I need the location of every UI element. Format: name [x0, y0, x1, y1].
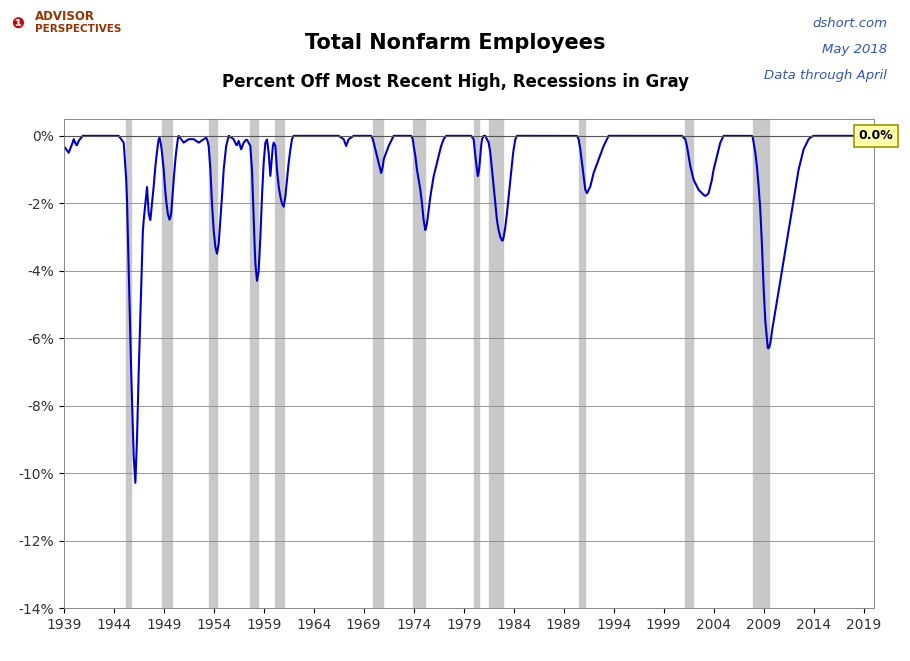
Text: Percent Off Most Recent High, Recessions in Gray: Percent Off Most Recent High, Recessions… — [221, 73, 689, 91]
Text: ADVISOR: ADVISOR — [35, 10, 95, 23]
Text: Total Nonfarm Employees: Total Nonfarm Employees — [305, 33, 605, 53]
Text: May 2018: May 2018 — [822, 43, 887, 56]
Bar — [208, 119, 217, 608]
Bar — [473, 119, 479, 608]
Bar — [276, 119, 284, 608]
Bar — [579, 119, 585, 608]
Bar — [413, 119, 425, 608]
Bar — [162, 119, 172, 608]
Text: 0.0%: 0.0% — [859, 130, 894, 142]
Bar — [753, 119, 769, 608]
Bar — [489, 119, 503, 608]
Text: PERSPECTIVES: PERSPECTIVES — [35, 24, 121, 34]
Text: Data through April: Data through April — [764, 69, 887, 83]
Bar — [373, 119, 383, 608]
Bar — [250, 119, 258, 608]
Text: ❶: ❶ — [11, 17, 24, 32]
Text: dshort.com: dshort.com — [813, 17, 887, 30]
Bar — [685, 119, 693, 608]
Bar — [126, 119, 131, 608]
